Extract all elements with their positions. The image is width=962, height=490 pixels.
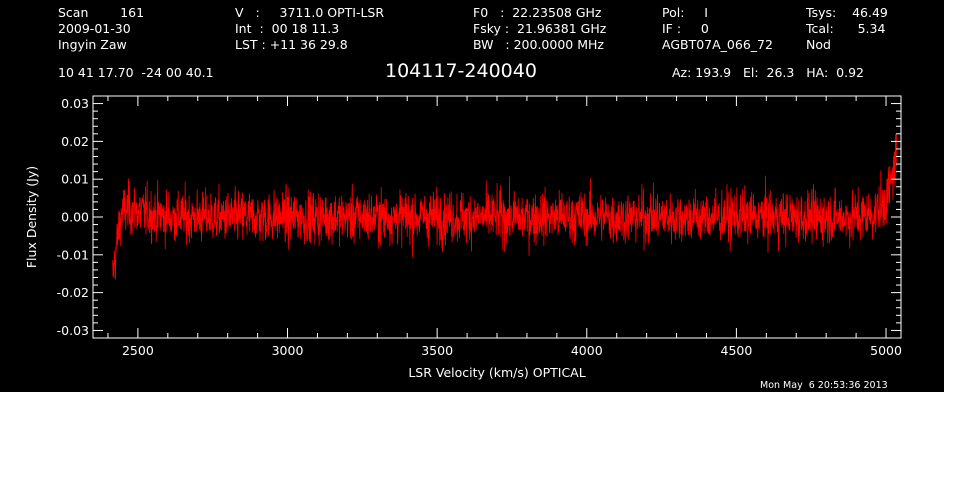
y-tick-label: 0.00 <box>61 210 89 225</box>
header-scan: Scan 161 <box>58 5 145 20</box>
header-fsky: Fsky : 21.96381 GHz <box>473 21 607 36</box>
header-observer: Ingyin Zaw <box>58 37 127 52</box>
header-lst: LST : +11 36 29.8 <box>235 37 348 52</box>
y-tick-label: 0.02 <box>61 134 89 149</box>
header-tsys: Tsys: 46.49 <box>806 5 888 20</box>
x-tick-label: 4500 <box>721 343 753 358</box>
y-tick-label: 0.01 <box>61 172 89 187</box>
header-tcal: Tcal: 5.34 <box>806 21 886 36</box>
footer-timestamp: Mon May 6 20:53:36 2013 <box>760 380 888 391</box>
data-layer <box>112 133 897 280</box>
header-bw: BW : 200.0000 MHz <box>473 37 604 52</box>
header-f0: F0 : 22.23508 GHz <box>473 5 602 20</box>
x-tick-label: 4000 <box>571 343 603 358</box>
x-tick-label: 2500 <box>122 343 154 358</box>
x-tick-label: 5000 <box>870 343 902 358</box>
y-tick-label: -0.03 <box>57 323 89 338</box>
header-if: IF : 0 <box>662 21 709 36</box>
x-tick-label: 3500 <box>421 343 453 358</box>
header-azelha: Az: 193.9 El: 26.3 HA: 0.92 <box>672 65 865 80</box>
y-tick-label: -0.02 <box>57 285 89 300</box>
header-project: AGBT07A_066_72 <box>662 37 773 52</box>
source-name: 104117-240040 <box>385 60 537 82</box>
x-axis-title: LSR Velocity (km/s) OPTICAL <box>408 365 585 380</box>
x-tick-label: 3000 <box>272 343 304 358</box>
header-velocity: V : 3711.0 OPTI-LSR <box>235 5 385 20</box>
header-date: 2009-01-30 <box>58 21 131 36</box>
header-pol: Pol: I <box>662 5 708 20</box>
spectrum-chart: 2500 3000 3500 4000 4500 5000 0.03 0.02 0.01 0.00… <box>24 95 902 380</box>
axes-layer: 2500 3000 3500 4000 4500 5000 0.03 0.02 0.01 0.00… <box>57 95 902 358</box>
header-coords: 10 41 17.70 -24 00 40.1 <box>58 65 214 80</box>
y-axis-title: Flux Density (Jy) <box>24 166 39 268</box>
y-tick-label: 0.03 <box>61 96 89 111</box>
y-tick-label: -0.01 <box>57 247 89 262</box>
series-line <box>112 133 897 280</box>
header-integration: Int : 00 18 11.3 <box>235 21 340 36</box>
header-mode: Nod <box>806 37 831 52</box>
